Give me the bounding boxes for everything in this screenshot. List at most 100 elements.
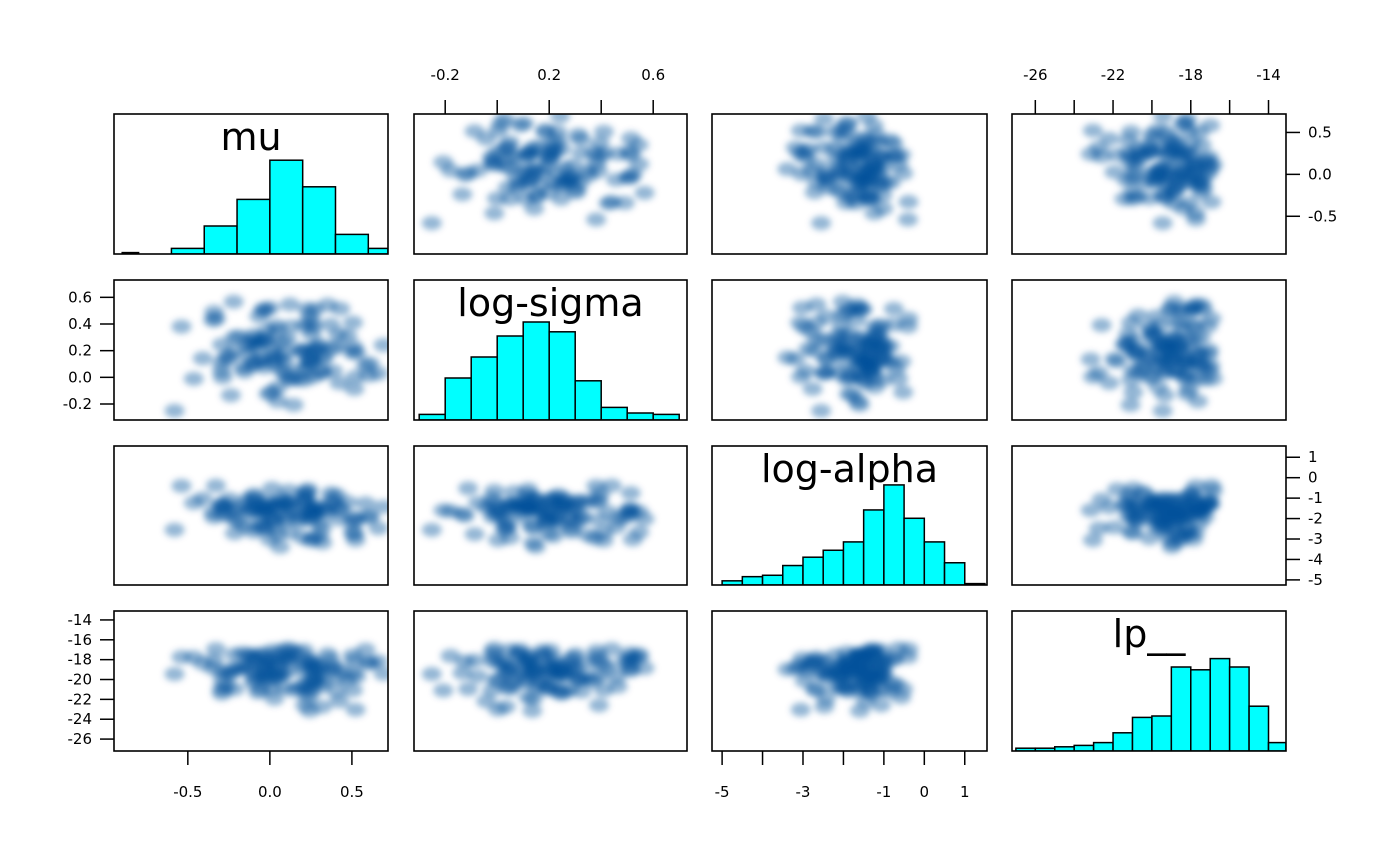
density-point [403,663,423,677]
panel-mu-vs-log-alpha [777,114,919,231]
panel-frame [711,279,988,421]
density-point [243,332,264,347]
density-point [814,140,835,155]
density-point [468,495,489,510]
panel-log-alpha-vs-log-sigma [421,478,655,554]
density-point [1190,502,1211,517]
density-point [578,672,599,687]
density-point [171,478,192,493]
density-point [421,667,442,682]
tick-label: 0.0 [68,368,92,386]
tick-label: 0.5 [340,783,364,801]
density-point [171,319,192,334]
density-point [1158,343,1179,358]
tick-label: -22 [1101,66,1126,84]
density-point [1146,309,1167,324]
density-point [205,642,226,657]
density-point [1091,492,1112,507]
density-point [526,189,547,204]
density-point [468,669,489,684]
density-point [264,520,285,535]
histogram-bar [903,517,926,585]
panel-log-sigma-vs-log-sigma: log-sigma [418,281,680,420]
density-point [229,661,250,676]
density-point [495,513,516,528]
density-point [873,201,894,216]
density-point [570,132,591,147]
density-point [622,532,643,547]
density-point [1201,311,1222,326]
histogram-bar [548,331,576,420]
histogram-bar [943,562,966,585]
density-point [561,175,582,190]
histogram-bar [1092,741,1114,751]
density-point [164,522,185,537]
density-point [858,350,879,365]
tick-label: -22 [68,690,93,708]
density-point [464,653,485,668]
density-point [540,664,561,679]
tick-label: -2 [1308,510,1323,528]
density-point [510,647,531,662]
panel-frame [113,610,389,752]
density-point [868,168,889,183]
density-point [562,158,583,173]
density-point [554,685,575,700]
density-point [403,492,423,506]
tick-label: -5 [1308,571,1323,589]
density-point [885,361,906,376]
histogram-bar [367,247,388,254]
density-point [794,145,815,160]
density-point [274,366,295,381]
density-point [1187,163,1208,178]
density-point [267,394,288,409]
density-point [220,388,241,403]
density-point [1099,375,1120,390]
density-point [523,691,544,706]
density-point [1148,380,1169,395]
density-point [1194,372,1215,387]
density-point [510,504,531,519]
panel-log-alpha-vs-lp__ [1080,478,1223,554]
density-point [864,380,885,395]
histogram-bar [236,198,271,254]
density-point [1152,403,1173,418]
tick-label: 0.2 [537,66,561,84]
density-point [800,163,821,178]
histogram-bar [301,186,337,254]
density-point [495,665,516,680]
density-point [283,397,304,412]
density-point [302,664,323,679]
density-point [300,679,321,694]
histogram-bar [1170,666,1192,751]
tick-label: -20 [68,671,93,689]
density-point [885,677,906,692]
density-point [342,345,363,360]
histogram-bar [496,335,524,420]
density-point [850,330,871,345]
density-point [464,124,485,139]
tick-label: -3 [796,783,811,801]
density-point [264,691,285,706]
density-point [785,661,806,676]
density-cloud [421,114,655,231]
density-point [1190,185,1211,200]
histogram-bar [1190,669,1211,751]
density-point [1128,308,1149,323]
density-point [1104,351,1125,366]
histogram-bar [1209,657,1231,751]
density-point [421,522,442,537]
density-point [1177,332,1198,347]
density-point [1123,385,1144,400]
density-point [1082,123,1103,138]
density-point [1144,132,1165,147]
density-point [885,149,906,164]
density-point [270,539,291,554]
density-point [1154,366,1175,381]
density-point [1153,114,1174,124]
density-point [452,665,473,680]
density-point [898,642,919,657]
density-point [1120,397,1141,412]
density-point [860,685,881,700]
density-point [543,529,564,544]
